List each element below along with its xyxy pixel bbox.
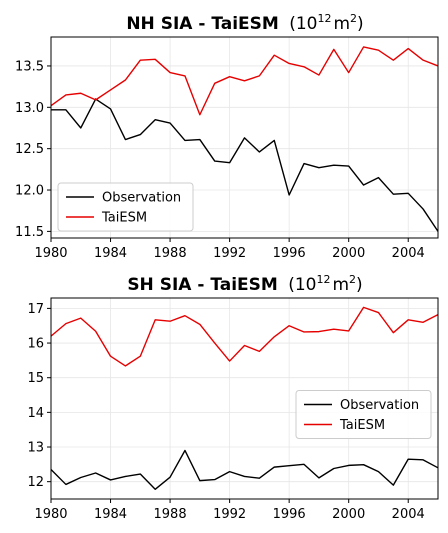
nh-x-tick-label-2: 1988 bbox=[154, 246, 187, 261]
sh-plot-frame bbox=[50, 297, 439, 500]
sh-title-unit-open: (10 bbox=[288, 275, 316, 295]
nh-series-observation-line bbox=[51, 98, 439, 232]
sh-x-tick-label-1: 1984 bbox=[94, 507, 127, 522]
sh-y-tick-label-2: 14 bbox=[27, 406, 44, 421]
nh-title-unit-m: m bbox=[333, 14, 350, 34]
nh-plot-frame bbox=[50, 36, 439, 239]
sh-x-tick-label-6: 2004 bbox=[392, 507, 425, 522]
sh-sia-chart: 1980 1984 1988 1992 1996 2000 2004 12 13 14 15 16 17… bbox=[27, 297, 439, 522]
sh-title-main: SH SIA - TaiESM bbox=[127, 275, 278, 295]
nh-x-tick-label-4: 1996 bbox=[273, 246, 306, 261]
sh-x-tick-label-0: 1980 bbox=[34, 507, 67, 522]
sh-x-tick-label-3: 1992 bbox=[213, 507, 246, 522]
sh-legend-label-taiesm: TaiESM bbox=[339, 418, 385, 433]
sh-y-tick-label-4: 16 bbox=[27, 337, 44, 352]
nh-legend-label-observation: Observation bbox=[102, 191, 181, 206]
nh-legend-box bbox=[57, 182, 194, 232]
sh-legend-label-observation: Observation bbox=[340, 398, 419, 413]
nh-x-tick-label-0: 1980 bbox=[34, 246, 67, 261]
nh-x-tick-label-6: 2004 bbox=[392, 246, 425, 261]
sh-title-unit-exp: 12 bbox=[316, 273, 330, 286]
nh-chart-title: NH SIA - TaiESM (1012 m2) bbox=[126, 12, 363, 34]
nh-title-main: NH SIA - TaiESM bbox=[126, 14, 278, 34]
nh-x-tick-label-3: 1992 bbox=[213, 246, 246, 261]
sh-legend-box bbox=[295, 390, 432, 439]
sh-x-tick-label-4: 1996 bbox=[273, 507, 306, 522]
nh-sia-chart: 1980 1984 1988 1992 1996 2000 2004 11.5 12.0 12.5… bbox=[15, 36, 439, 261]
sh-series-taiesm-line bbox=[50, 306, 439, 367]
nh-series-taiesm-line bbox=[50, 46, 439, 116]
sh-title-unit-sq: 2 bbox=[349, 273, 356, 286]
nh-title-unit-sq: 2 bbox=[350, 12, 357, 25]
nh-y-tick-label-4: 13.5 bbox=[15, 59, 44, 74]
nh-title-unit-exp: 12 bbox=[317, 12, 331, 25]
sh-y-tick-label-1: 13 bbox=[27, 441, 44, 456]
nh-legend: Observation TaiESM bbox=[57, 182, 194, 232]
nh-title-unit-open: (10 bbox=[289, 14, 317, 34]
nh-title-unit-close: ) bbox=[357, 14, 364, 34]
sh-legend: Observation TaiESM bbox=[295, 390, 432, 439]
sh-y-tick-label-5: 17 bbox=[27, 302, 44, 317]
nh-x-tick-label-5: 2000 bbox=[332, 246, 365, 261]
nh-legend-label-taiesm: TaiESM bbox=[101, 211, 147, 226]
nh-y-tick-label-2: 12.5 bbox=[15, 142, 44, 157]
sh-y-tick-label-0: 12 bbox=[27, 475, 44, 490]
sh-x-tick-label-5: 2000 bbox=[332, 507, 365, 522]
nh-y-tick-label-0: 11.5 bbox=[15, 225, 44, 240]
sh-chart-title: SH SIA - TaiESM (1012 m2) bbox=[127, 273, 362, 295]
sh-title-unit-close: ) bbox=[356, 275, 363, 295]
sh-title-unit-m: m bbox=[332, 275, 349, 295]
nh-y-tick-label-1: 12.0 bbox=[15, 184, 44, 199]
nh-x-tick-label-1: 1984 bbox=[94, 246, 127, 261]
sh-series-observation-line bbox=[50, 449, 439, 490]
nh-y-tick-label-3: 13.0 bbox=[15, 101, 44, 116]
sh-y-tick-label-3: 15 bbox=[27, 371, 44, 386]
sh-x-tick-label-2: 1988 bbox=[154, 507, 187, 522]
